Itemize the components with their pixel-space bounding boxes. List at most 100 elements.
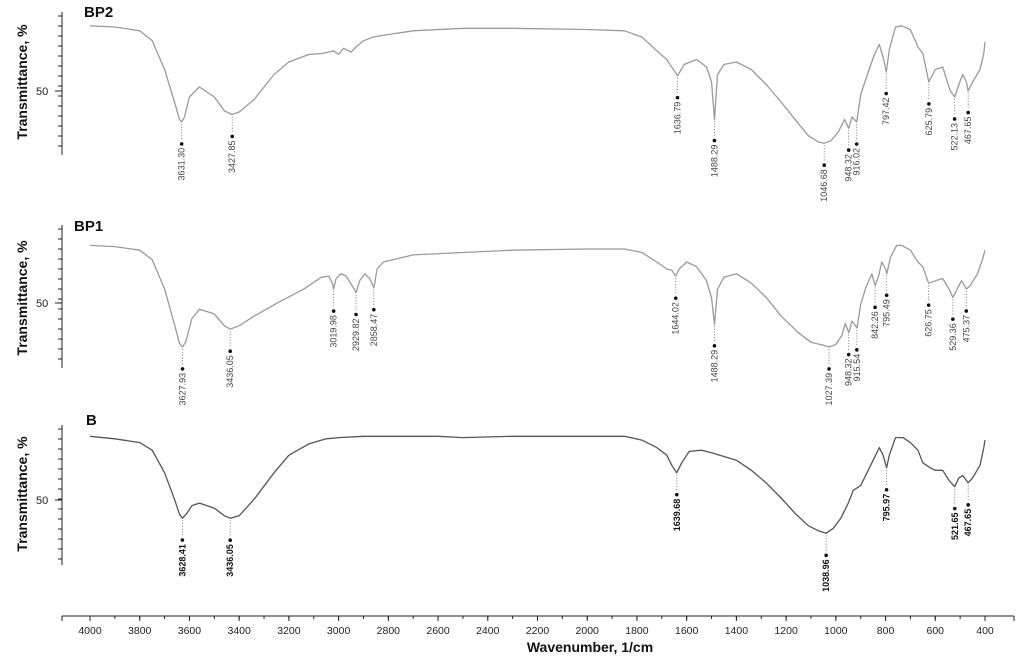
x-axis: 4000 3800 3600 3400 3200 3000 2800 2600 2400 2200… bbox=[61, 615, 1015, 655]
peak-label: 2929.82 bbox=[351, 319, 361, 352]
peak-marker bbox=[846, 352, 851, 357]
spectrum-line bbox=[89, 435, 986, 534]
x-tick-label: 3600 bbox=[178, 625, 202, 637]
x-tick-label: 600 bbox=[927, 625, 945, 637]
x-axis-label: Wavenumber, 1/cm bbox=[527, 639, 653, 655]
x-tick-label: 800 bbox=[877, 625, 895, 637]
x-tick-label: 3200 bbox=[277, 625, 301, 637]
x-tick-label: 2400 bbox=[476, 625, 500, 637]
peak-marker bbox=[228, 538, 233, 542]
peak-label: 3436.05 bbox=[225, 544, 235, 577]
peak-label: 3631.30 bbox=[177, 148, 187, 181]
peak-label: 475.37 bbox=[961, 315, 971, 343]
y-axis-label: Transmittance, % bbox=[14, 240, 30, 356]
peak-label: 3627.93 bbox=[178, 373, 188, 406]
peak-label: 2858.47 bbox=[369, 314, 379, 347]
peak-marker bbox=[673, 296, 678, 300]
peak-label: 3427.85 bbox=[227, 141, 237, 174]
peak-marker bbox=[822, 163, 827, 168]
x-tick-label: 1600 bbox=[675, 625, 699, 637]
peak-label: 1027.39 bbox=[824, 373, 834, 406]
peak-marker bbox=[884, 487, 889, 492]
y-tick-label: 50 bbox=[36, 86, 48, 98]
peak-marker bbox=[331, 309, 336, 313]
x-tick-label: 4000 bbox=[78, 625, 102, 637]
peak-marker bbox=[854, 142, 859, 146]
spectrum-line bbox=[89, 25, 986, 144]
peak-label: 797.42 bbox=[881, 98, 891, 126]
peak-marker bbox=[846, 148, 851, 152]
panel-name: BP2 bbox=[84, 4, 113, 21]
peak-marker bbox=[371, 307, 376, 312]
x-tick-label: 1400 bbox=[725, 625, 749, 637]
peak-label: 1488.29 bbox=[709, 350, 719, 383]
peak-marker bbox=[926, 303, 931, 307]
peak-label: 948.32 bbox=[844, 359, 854, 387]
peak-label: 1636.79 bbox=[673, 102, 683, 135]
peak-label: 467.65 bbox=[963, 117, 973, 145]
panel-bp1: 50 Transmittance, % BP1 3627.93 3436.05 3019.… bbox=[14, 218, 986, 406]
y-tick-label: 50 bbox=[36, 298, 48, 310]
peak-marker bbox=[884, 91, 888, 96]
peak-label: 3436.05 bbox=[225, 355, 235, 388]
spectra-panels: 50 Transmittance, % BP2 3631.30 3427.85 1636.… bbox=[14, 4, 986, 592]
peak-label: 842.26 bbox=[870, 311, 880, 339]
peak-marker bbox=[827, 367, 831, 371]
peak-marker bbox=[180, 538, 185, 542]
x-tick-label: 2600 bbox=[426, 625, 450, 637]
peak-marker bbox=[180, 367, 185, 371]
x-tick-label: 3400 bbox=[227, 625, 251, 637]
peak-label: 529.36 bbox=[948, 323, 958, 351]
spectrum-line bbox=[89, 244, 986, 348]
peak-label: 948.32 bbox=[844, 154, 854, 182]
peak-label: 1046.68 bbox=[819, 169, 829, 202]
x-tick-label: 2000 bbox=[576, 625, 600, 637]
peak-label: 3019.98 bbox=[329, 315, 339, 348]
x-tick-label: 2200 bbox=[526, 625, 550, 637]
peak-label: 1038.96 bbox=[821, 559, 831, 592]
x-tick-label: 400 bbox=[976, 625, 994, 637]
peak-label: 915.54 bbox=[852, 354, 862, 382]
peak-label: 467.65 bbox=[963, 509, 973, 537]
peak-marker bbox=[951, 317, 955, 321]
peak-marker bbox=[855, 348, 859, 352]
y-axis-label: Transmittance, % bbox=[14, 24, 30, 140]
x-tick-label: 1000 bbox=[824, 625, 848, 637]
peak-marker bbox=[824, 553, 828, 558]
x-tick-label: 1800 bbox=[625, 625, 649, 637]
peak-label: 795.49 bbox=[882, 299, 892, 327]
peak-marker bbox=[675, 492, 679, 497]
panel-name: B bbox=[86, 412, 97, 429]
peak-label: 1639.68 bbox=[672, 499, 682, 532]
panel-bp2: 50 Transmittance, % BP2 3631.30 3427.85 1636.… bbox=[14, 4, 986, 202]
peak-marker bbox=[712, 138, 717, 143]
peak-marker bbox=[952, 117, 957, 121]
peak-label: 625.79 bbox=[924, 108, 934, 136]
peak-marker bbox=[884, 293, 889, 298]
peak-marker bbox=[964, 309, 969, 313]
peak-marker bbox=[675, 95, 680, 100]
x-tick-group: 4000 3800 3600 3400 3200 3000 2800 2600 2400 2200… bbox=[61, 616, 1015, 637]
peak-label: 916.02 bbox=[852, 148, 862, 176]
peak-label: 1488.29 bbox=[709, 145, 719, 178]
peak-label: 626.75 bbox=[924, 309, 934, 337]
peak-marker bbox=[966, 110, 970, 115]
peak-marker bbox=[966, 503, 970, 507]
peak-label: 795.97 bbox=[882, 494, 892, 522]
peak-label: 522.13 bbox=[950, 123, 960, 151]
x-tick-label: 3000 bbox=[327, 625, 351, 637]
peak-marker bbox=[179, 142, 184, 146]
peak-label: 1644.02 bbox=[671, 302, 681, 335]
x-tick-label: 3800 bbox=[128, 625, 152, 637]
peak-marker bbox=[230, 134, 235, 139]
peak-marker bbox=[354, 312, 358, 317]
peak-marker bbox=[873, 305, 877, 310]
y-axis-label: Transmittance, % bbox=[14, 436, 30, 552]
x-tick-label: 2800 bbox=[377, 625, 401, 637]
panel-name: BP1 bbox=[74, 218, 103, 235]
x-tick-label: 1200 bbox=[774, 625, 798, 637]
peak-label: 3628.41 bbox=[177, 544, 187, 577]
peak-label: 521.65 bbox=[950, 513, 960, 541]
peak-marker bbox=[228, 349, 233, 354]
